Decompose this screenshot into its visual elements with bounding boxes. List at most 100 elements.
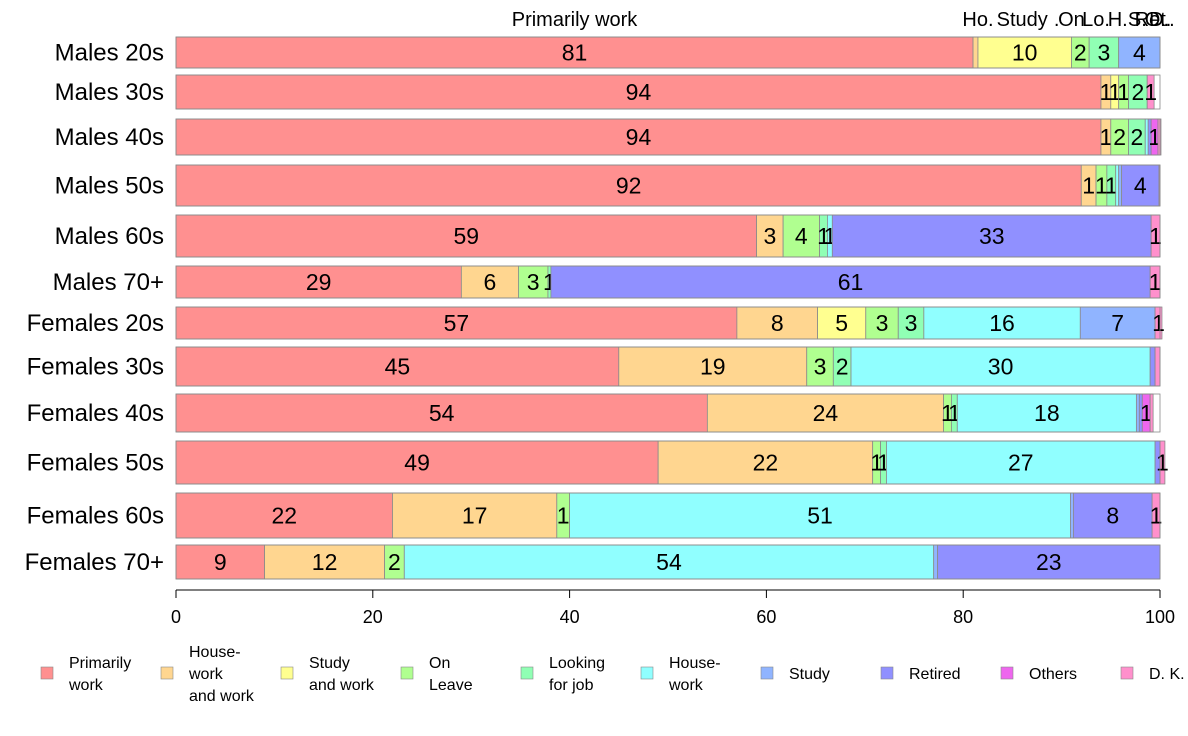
row-label: Females 30s (27, 354, 164, 381)
data-label: 54 (656, 549, 682, 575)
bar-segment-house-work (850, 346, 1151, 387)
bar-outline (175, 265, 1161, 299)
data-label: 2 (1113, 124, 1126, 150)
legend-label: Others (1029, 666, 1077, 683)
data-label: 1 (817, 223, 830, 249)
row-label: Males 60s (55, 223, 164, 250)
data-label: 81 (562, 40, 588, 66)
data-label: 4 (1133, 40, 1146, 66)
data-label: 45 (385, 354, 411, 380)
legend-item-d-k: D. K. (1120, 666, 1185, 683)
data-label: 94 (626, 124, 652, 150)
legend-label: Study (789, 666, 830, 683)
data-label: 1 (1149, 269, 1162, 295)
data-label: 17 (462, 503, 488, 529)
x-tick-label: 0 (171, 607, 181, 627)
bar-outline (175, 164, 1161, 207)
row-label: Females 60s (27, 503, 164, 530)
legend-item-house-work: House-work (640, 655, 721, 694)
legend-swatch (1000, 666, 1014, 680)
bar-outline (175, 393, 1161, 433)
data-label: 29 (306, 269, 332, 295)
bar-outline (175, 544, 1161, 580)
bar-outline (175, 214, 1161, 258)
bar-segment-retired (1073, 492, 1153, 539)
data-label: 94 (626, 79, 652, 105)
bar-segment-house-work (569, 492, 1071, 539)
bar-row-males-60s: Males 60s 59 3 4 11 33 1 (55, 214, 1162, 258)
data-label: 22 (753, 450, 779, 476)
bar-segment-house-work-and-work (392, 492, 558, 539)
data-label: 1 (1095, 173, 1108, 199)
row-label: Females 50s (27, 450, 164, 477)
legend-label: Retired (909, 666, 961, 683)
legend-swatch (880, 666, 894, 680)
top-series-label: H. (1108, 9, 1128, 31)
bar-segment-looking-for-job (1088, 36, 1120, 69)
bar-outline (175, 346, 1161, 387)
bar-row-males-70: Males 70+ 29 6 3 1 61 1 (53, 265, 1162, 299)
bar-segment-primarily-work (175, 164, 1082, 207)
legend-swatch (760, 666, 774, 680)
top-series-label: D.. (1149, 9, 1175, 31)
legend-swatch (160, 666, 174, 680)
row-label: Females 20s (27, 310, 164, 337)
bar-segment-study (933, 544, 939, 580)
data-label: 2 (1131, 79, 1144, 105)
legend-swatch (520, 666, 534, 680)
bar-segment-primarily-work (175, 346, 620, 387)
data-label: 92 (616, 173, 642, 199)
bar-segment-on-leave (782, 214, 820, 258)
bar-segment-house-work-and-work (618, 346, 808, 387)
data-label: 10 (1012, 40, 1038, 66)
legend-label: D. K. (1149, 666, 1185, 683)
bar-outline (175, 440, 1161, 485)
data-label: 18 (1034, 400, 1060, 426)
data-label: 2 (1074, 40, 1087, 66)
bar-segment-on-leave (865, 306, 899, 340)
data-label: 1 (1099, 79, 1112, 105)
bar-row-males-50s: Males 50s 92 1 11 4 (55, 164, 1161, 207)
data-label: 16 (989, 310, 1015, 336)
data-label: 24 (813, 400, 839, 426)
x-tick-label: 100 (1145, 607, 1175, 627)
legend-label: House-work (668, 655, 721, 694)
data-label: 1 (1140, 400, 1153, 426)
data-label: 2 (1130, 124, 1143, 150)
legend-swatch (400, 666, 414, 680)
bar-segment-house-work (886, 440, 1156, 485)
data-label: 6 (483, 269, 496, 295)
row-label: Males 30s (55, 79, 164, 106)
data-label: 4 (1134, 173, 1147, 199)
legend-item-primarily-work: Primarily work (40, 655, 131, 694)
bar-outline (175, 36, 1161, 69)
top-series-label: Primarily work (512, 9, 639, 31)
top-series-label: Re. (1135, 9, 1166, 31)
bar-segment-retired (550, 265, 1151, 299)
data-label: 23 (1036, 549, 1062, 575)
bar-segment-house-work-and-work (972, 36, 979, 69)
data-label: 12 (312, 549, 338, 575)
data-label: 1 (1082, 173, 1095, 199)
top-series-label: On (1058, 9, 1085, 31)
bar-segment-d-k (1149, 393, 1154, 433)
top-series-label: Ho. (962, 9, 993, 31)
data-label: 54 (429, 400, 455, 426)
bar-row-females-40s: Females 40s 54 24 11 18 1 (27, 393, 1161, 433)
x-tick-label: 80 (953, 607, 973, 627)
bar-segment-retired (937, 544, 1161, 580)
data-label: 57 (444, 310, 470, 336)
data-label: 51 (807, 503, 833, 529)
bar-segment-on-leave (518, 265, 549, 299)
bar-outline (175, 492, 1161, 539)
data-label: 1 (1149, 223, 1162, 249)
bar-segment-d-k (1157, 118, 1162, 156)
data-label: 1 (557, 503, 570, 529)
bar-row-females-30s: Females 30s 45 19 3 2 30 (27, 346, 1161, 387)
top-series-label: Study (997, 9, 1048, 31)
x-tick-label: 60 (756, 607, 776, 627)
bar-segment-house-work-and-work (657, 440, 874, 485)
data-label: 3 (763, 223, 776, 249)
bar-row-females-70: Females 70+ 9 12 2 54 23 (25, 544, 1161, 580)
